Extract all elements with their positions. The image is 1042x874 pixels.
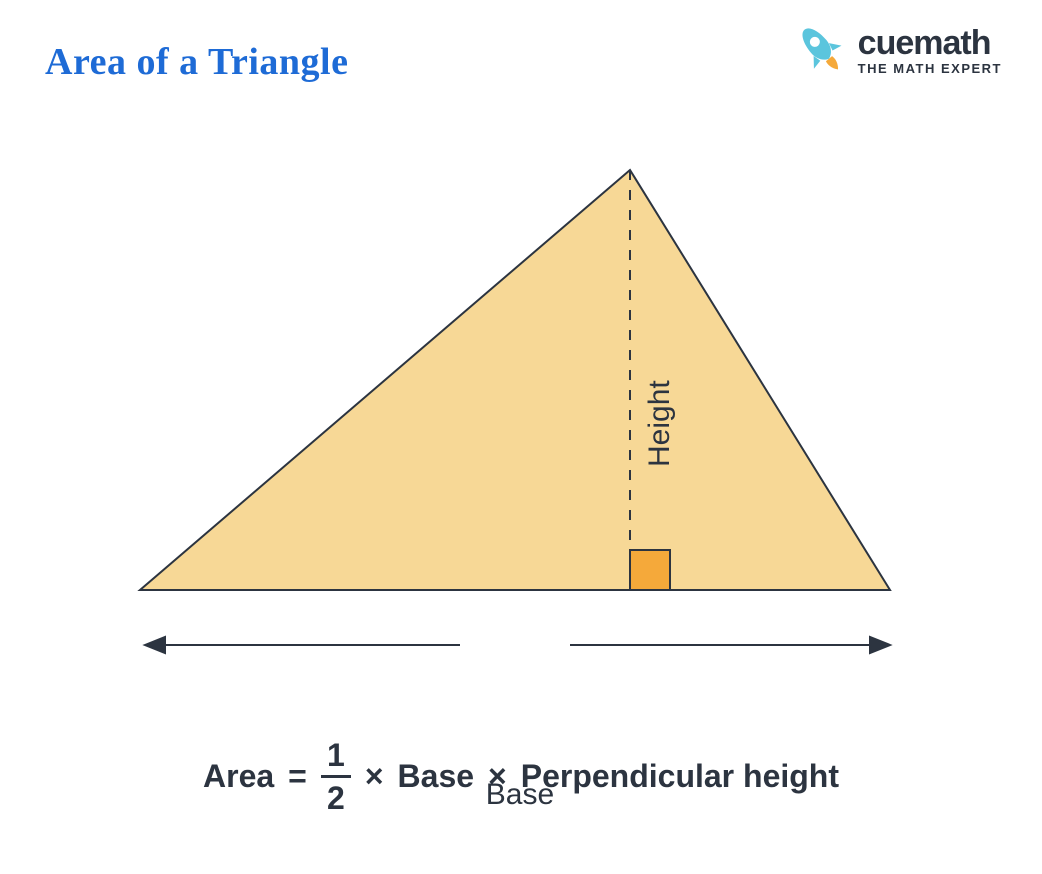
brand-tagline: THE MATH EXPERT [858, 62, 1002, 75]
formula-times-1: × [365, 758, 384, 795]
formula-equals: = [288, 758, 307, 795]
page-title: Area of a Triangle [45, 40, 348, 84]
brand-name: cuemath [858, 26, 1002, 60]
triangle-shape [140, 170, 890, 590]
area-formula: Area = 1 2 × Base × Perpendicular height [0, 739, 1042, 814]
formula-base-term: Base [398, 758, 475, 795]
formula-times-2: × [488, 758, 507, 795]
brand-text: cuemath THE MATH EXPERT [858, 26, 1002, 75]
triangle-diagram: Height Base [120, 150, 920, 670]
formula-height-term: Perpendicular height [521, 758, 839, 795]
height-label: Height [643, 380, 677, 467]
formula-lhs: Area [203, 758, 274, 795]
fraction-numerator: 1 [327, 739, 345, 775]
right-angle-marker [630, 550, 670, 590]
formula-fraction: 1 2 [321, 739, 351, 814]
base-dimension-arrow [145, 637, 890, 653]
rocket-icon [792, 20, 848, 81]
brand-logo: cuemath THE MATH EXPERT [792, 20, 1002, 81]
fraction-denominator: 2 [327, 778, 345, 814]
